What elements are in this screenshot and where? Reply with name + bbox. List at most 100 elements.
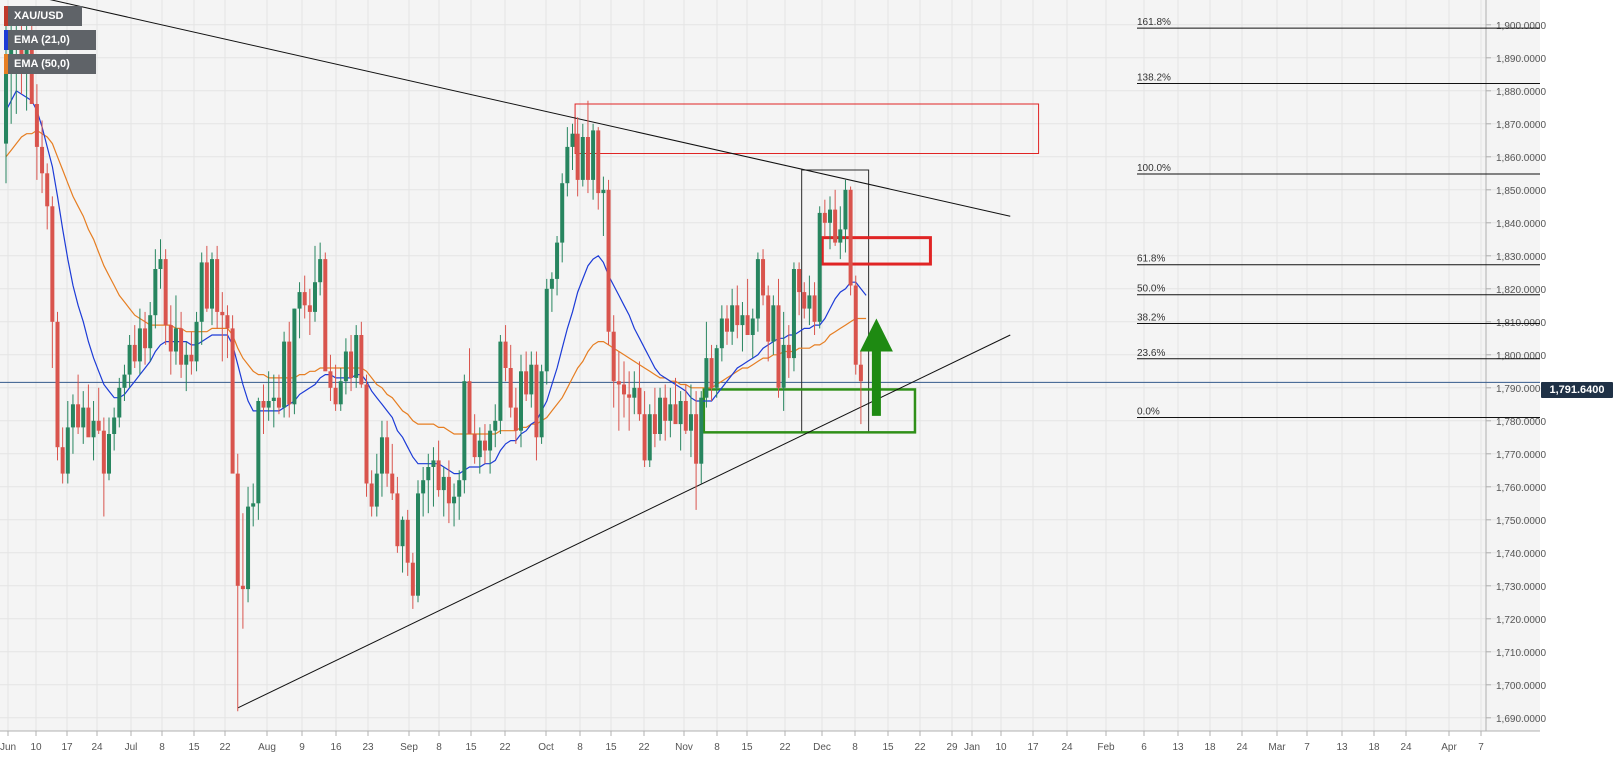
y-tick-label: 1,860.0000: [1496, 153, 1546, 164]
candle-body: [828, 209, 832, 223]
candle-body: [297, 292, 302, 309]
candle-body: [431, 460, 436, 467]
candle-body: [359, 335, 364, 385]
candle-body: [349, 351, 354, 378]
candle-body: [791, 269, 796, 359]
x-tick-label: 17: [61, 742, 73, 753]
x-tick-label: 15: [882, 742, 894, 753]
fib-level-label: 161.8%: [1137, 17, 1171, 28]
fib-level-label: 138.2%: [1137, 73, 1171, 84]
candle-body: [555, 242, 560, 279]
y-tick-label: 1,850.0000: [1496, 186, 1546, 197]
x-tick-label: 22: [779, 742, 791, 753]
candle-body: [240, 585, 245, 590]
candle-body: [395, 493, 400, 547]
plot-background: [0, 0, 1540, 731]
candle-body: [220, 311, 225, 316]
candle-body: [225, 315, 230, 329]
candle-body: [560, 183, 565, 243]
x-tick-label: 16: [330, 742, 342, 753]
candle-body: [385, 437, 390, 474]
x-tick-label: 9: [299, 742, 305, 753]
candle-body: [817, 212, 822, 322]
candle-body: [81, 407, 86, 428]
candle-body: [534, 364, 539, 438]
candle-body: [204, 262, 209, 309]
candle-body: [70, 404, 75, 428]
candle-body: [215, 259, 220, 312]
candle-body: [694, 414, 699, 464]
x-tick-label: Oct: [538, 742, 554, 753]
x-tick-label: 18: [1204, 742, 1216, 753]
candle-body: [230, 328, 235, 474]
candle-body: [338, 381, 343, 405]
candle-body: [544, 288, 549, 372]
candle-body: [632, 387, 637, 398]
candle-body: [508, 368, 513, 408]
candle-body: [627, 394, 632, 398]
ema-21-label[interactable]: EMA (21,0): [4, 30, 96, 50]
candle-body: [477, 440, 482, 458]
y-tick-label: 1,760.0000: [1496, 483, 1546, 494]
candle-body: [256, 401, 261, 504]
candle-body: [328, 371, 333, 388]
candle-body: [822, 212, 827, 223]
x-tick-label: 15: [465, 742, 477, 753]
x-tick-label: 22: [914, 742, 926, 753]
x-tick-label: 24: [1400, 742, 1412, 753]
candle-body: [19, 38, 24, 65]
legend: XAU/USD EMA (21,0) EMA (50,0): [4, 6, 96, 74]
bullish-arrow: [859, 318, 893, 416]
x-tick-label: 13: [1336, 742, 1348, 753]
candle-body: [307, 305, 312, 312]
y-tick-label: 1,840.0000: [1496, 219, 1546, 230]
x-tick-label: 22: [638, 742, 650, 753]
x-tick-label: 22: [499, 742, 511, 753]
candle-body: [503, 341, 508, 368]
candle-body: [441, 476, 446, 491]
candle-body: [673, 404, 678, 425]
candle-body: [168, 325, 173, 352]
x-tick-label: 15: [605, 742, 617, 753]
candle-body: [565, 146, 570, 184]
candle-body: [616, 381, 621, 385]
resistance-zone-box: [574, 103, 1040, 154]
ema-50-label[interactable]: EMA (50,0): [4, 54, 96, 74]
candle-body: [163, 259, 168, 326]
candle-body: [148, 315, 153, 349]
x-tick-label: 22: [219, 742, 231, 753]
x-tick-label: 8: [852, 742, 858, 753]
candle-body: [498, 341, 503, 421]
candle-body: [549, 278, 554, 289]
candle-body: [333, 387, 338, 405]
candle-body: [781, 344, 786, 388]
candle-body: [235, 473, 240, 586]
candle-body: [452, 496, 457, 504]
candle-body: [735, 305, 740, 326]
candle-body: [137, 328, 142, 362]
symbol-label[interactable]: XAU/USD: [4, 6, 82, 26]
y-tick-label: 1,710.0000: [1496, 648, 1546, 659]
candle-body: [642, 414, 647, 461]
candle-body: [271, 397, 276, 401]
candle-body: [117, 387, 122, 418]
candle-body: [96, 420, 101, 431]
candle-body: [776, 305, 781, 388]
candle-body: [184, 354, 189, 365]
fib-level-label: 23.6%: [1137, 348, 1165, 359]
candle-body: [472, 434, 477, 458]
sell-zone-box: [820, 236, 932, 266]
candle-body: [596, 130, 601, 194]
x-tick-label: 23: [362, 742, 374, 753]
candle-body: [400, 519, 405, 547]
support-trendline: [237, 334, 1011, 709]
x-tick-label: 7: [1304, 742, 1310, 753]
candle-body: [699, 397, 704, 464]
candle-body: [153, 269, 158, 316]
x-tick-label: Apr: [1441, 742, 1457, 753]
x-tick-label: 15: [188, 742, 200, 753]
candle-body: [122, 374, 127, 388]
candle-body: [812, 295, 817, 322]
candle-body: [802, 292, 807, 309]
